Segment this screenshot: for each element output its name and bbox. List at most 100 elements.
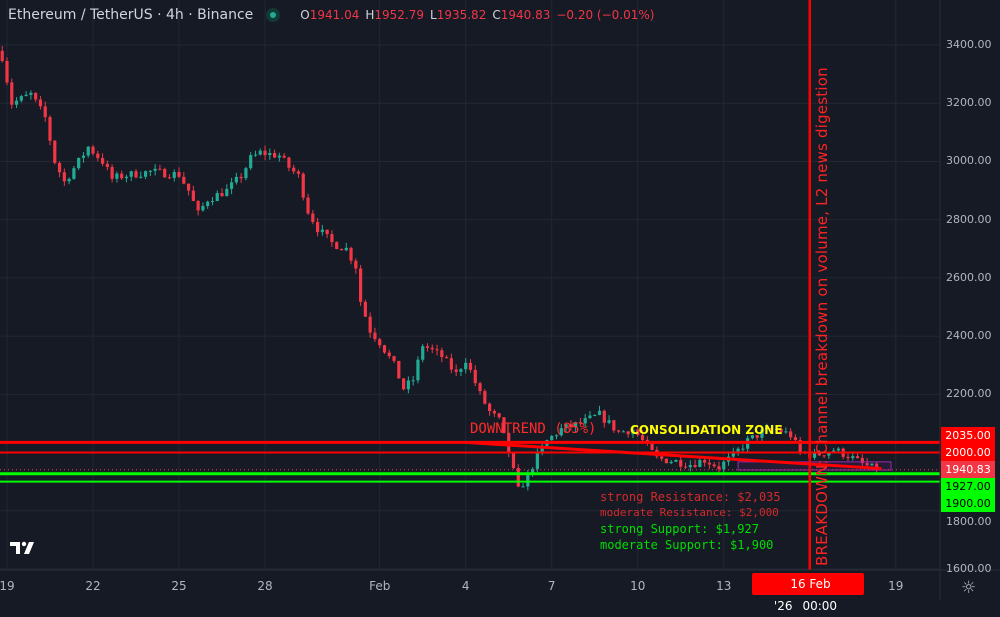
candle-body [435,349,439,351]
candle-body [712,464,716,467]
symbol-title[interactable]: Ethereum / TetherUS · 4h · Binance [8,7,254,23]
candle-body [53,140,57,163]
price-chart[interactable] [0,0,1000,600]
candle-body [569,424,573,428]
candle-body [225,188,229,197]
high-label: H [365,8,375,22]
candle-body [57,162,62,173]
candle-body [478,383,482,392]
time-axis-label: 19 [888,579,904,593]
downtrend-label: DOWNTREND (85%) [470,421,597,437]
candle-body [798,439,802,452]
candle-body [421,346,425,360]
candle-body [397,360,401,379]
candle-body [445,357,449,359]
candle-body [793,437,798,440]
candle-body [339,248,344,251]
candle-body [287,157,291,168]
candle-body [817,452,821,456]
open-label: O [300,8,310,22]
current-price-tag: 1940.83 [941,461,995,478]
price-axis-label: 2800.00 [946,212,992,226]
time-axis-label: 25 [171,579,187,593]
drawings [0,0,940,570]
candle-body [325,229,329,235]
candle-body [578,422,582,424]
candle-body [674,460,678,462]
candle-body [86,146,90,156]
candle-body [468,362,473,370]
candle-body [311,213,315,222]
tradingview-logo-icon[interactable] [10,540,38,560]
candle-body [535,451,539,469]
downtrend-line [465,440,882,471]
candle-body [191,190,195,202]
candle-body [77,157,81,169]
candle-body [607,420,611,423]
candle-body [268,153,272,156]
candle-body [459,369,463,372]
candle-body [660,456,664,459]
candle-body [554,435,559,437]
breakdown-label: BREAKDOWN: Channel breakdown on volume, … [813,67,831,566]
moderate-support-label: moderate Support: $1,900 [600,538,774,552]
time-axis-label: 22 [85,579,101,593]
candle-body [784,431,788,433]
candle-body [617,430,621,432]
candle-body [683,466,688,468]
crosshair-time-tag: 16 Feb '26 00:00 [752,573,864,613]
price-axis-label: 3200.00 [946,96,992,110]
candle-body [574,422,578,428]
candle-body [249,155,253,169]
candle-body [722,461,726,470]
candle-body [143,171,148,177]
candle-body [707,462,712,465]
high-value: 1952.79 [374,8,425,22]
candle-body [741,448,745,450]
time-axis-label: 4 [461,579,470,593]
candle-body [210,201,215,203]
candle-body [378,339,382,346]
candle-body [483,391,487,404]
price-axis-label: 3400.00 [946,38,992,51]
close-label: C [492,8,501,22]
gear-icon[interactable]: ☼ [961,578,977,598]
candle-body [263,150,267,156]
candle-body [755,435,759,438]
candle-body [177,171,181,177]
candle-body [373,332,377,340]
candle-body [272,153,277,158]
moderate-resistance-tag: 2000.00 [941,444,995,461]
strong-resistance-tag: 2035.00 [941,427,995,444]
candle-body [851,456,855,459]
candle-body [244,168,248,179]
strong-support-tag: 1927.00 [941,478,995,495]
market-status-icon [266,8,281,22]
candle-body [354,260,358,269]
candle-body [411,380,415,382]
candle-body [5,61,9,83]
candle-body [105,163,109,168]
candle-body [679,460,683,467]
candle-body [315,221,320,233]
candle-body [320,229,324,233]
candle-body [72,168,76,179]
candle-body [774,428,778,430]
candle-body [812,452,817,458]
candle-body [750,435,755,439]
candle-body [182,176,186,184]
price-axis-label: 3000.00 [946,154,992,168]
symbol-legend: Ethereum / TetherUS · 4h · Binance O 1941… [8,7,654,23]
candle-body [492,411,496,414]
price-axis-label: 2600.00 [946,270,992,284]
moderate-support-tag: 1900.00 [941,495,995,512]
candle-body [148,170,152,172]
candle-body [124,176,129,179]
candle-body [215,193,219,202]
candle-body [96,153,100,159]
candle-body [449,358,453,370]
candle-body [860,458,864,464]
candle-body [870,463,874,466]
candle-body [502,417,506,433]
candle-body [789,431,793,438]
